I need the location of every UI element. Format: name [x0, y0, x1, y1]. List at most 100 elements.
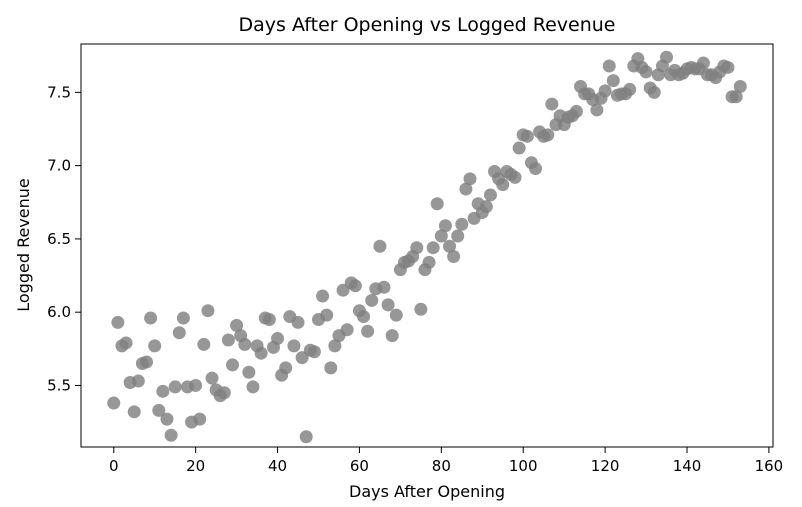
scatter-point [262, 313, 276, 327]
scatter-point [131, 374, 145, 388]
chart-title: Days After Opening vs Logged Revenue [238, 14, 615, 36]
scatter-point [443, 239, 457, 253]
scatter-point [696, 56, 710, 70]
scatter-point [238, 337, 252, 351]
scatter-point [623, 82, 637, 96]
scatter-point [172, 326, 186, 340]
scatter-point [545, 97, 559, 111]
scatter-point [156, 384, 170, 398]
scatter-point [201, 304, 215, 318]
y-axis-label: Logged Revenue [14, 178, 33, 312]
scatter-point [246, 380, 260, 394]
scatter-point [729, 90, 743, 104]
scatter-point [324, 361, 338, 375]
scatter-point [316, 289, 330, 303]
scatter-point [127, 405, 141, 419]
scatter-point [721, 60, 735, 74]
x-tick-label: 120 [591, 457, 620, 475]
scatter-point [541, 128, 555, 142]
scatter-point [455, 217, 469, 231]
scatter-point [144, 311, 158, 325]
scatter-point [197, 337, 211, 351]
scatter-point [254, 346, 268, 360]
scatter-point [348, 279, 362, 293]
scatter-point [733, 79, 747, 93]
x-tick-label: 40 [268, 457, 287, 475]
scatter-point [230, 318, 244, 332]
scatter-point [373, 239, 387, 253]
scatter-point [508, 170, 522, 184]
scatter-point [221, 333, 235, 347]
scatter-point [520, 129, 534, 143]
x-axis-label: Days After Opening [349, 482, 505, 501]
scatter-point [287, 339, 301, 353]
scatter-point [385, 329, 399, 343]
scatter-point [111, 315, 125, 329]
scatter-point [242, 365, 256, 379]
scatter-point [598, 84, 612, 98]
scatter-point [377, 280, 391, 294]
scatter-point [660, 50, 674, 64]
scatter-point [463, 172, 477, 186]
scatter-point [529, 162, 543, 176]
scatter-point [217, 386, 231, 400]
scatter-point [320, 308, 334, 322]
y-tick-label: 5.5 [47, 376, 71, 394]
scatter-point [357, 310, 371, 324]
scatter-point [422, 255, 436, 269]
scatter-point [483, 188, 497, 202]
scatter-point [299, 430, 313, 444]
scatter-point [193, 412, 207, 426]
scatter-point [140, 355, 154, 369]
x-tick-label: 80 [432, 457, 451, 475]
scatter-point [119, 336, 133, 350]
scatter-point [459, 182, 473, 196]
x-tick-label: 160 [755, 457, 784, 475]
scatter-point [590, 103, 604, 117]
x-tick-label: 100 [509, 457, 538, 475]
scatter-point [569, 104, 583, 118]
x-tick-label: 60 [350, 457, 369, 475]
x-tick-label: 140 [673, 457, 702, 475]
scatter-point [410, 241, 424, 255]
scatter-point [438, 219, 452, 233]
scatter-point [307, 345, 321, 359]
scatter-point [291, 315, 305, 329]
scatter-point [434, 229, 448, 243]
scatter-point [451, 229, 465, 243]
scatter-point [602, 59, 616, 73]
scatter-point [512, 141, 526, 155]
scatter-point [496, 178, 510, 192]
scatter-point [168, 380, 182, 394]
scatter-point [447, 249, 461, 263]
scatter-point [381, 298, 395, 312]
scatter-point [365, 293, 379, 307]
scatter-point [164, 428, 178, 442]
scatter-point [340, 323, 354, 337]
scatter-point [160, 412, 174, 426]
scatter-point [479, 200, 493, 214]
scatter-point [176, 311, 190, 325]
scatter-point [148, 339, 162, 353]
x-tick-label: 20 [186, 457, 205, 475]
scatter-points [107, 50, 747, 444]
scatter-point [107, 396, 121, 410]
scatter-point [426, 241, 440, 255]
scatter-point [639, 65, 653, 79]
scatter-point [361, 324, 375, 338]
x-axis: 0 20 40 60 80 100 120 140 160 [109, 447, 783, 475]
y-tick-label: 6.5 [47, 230, 71, 248]
scatter-point [152, 403, 166, 417]
scatter-point [189, 378, 203, 392]
x-tick-label: 0 [109, 457, 119, 475]
scatter-point [279, 361, 293, 375]
scatter-point [328, 339, 342, 353]
scatter-point [205, 371, 219, 385]
y-tick-label: 7.5 [47, 83, 71, 101]
scatter-point [606, 74, 620, 88]
scatter-point [271, 332, 285, 346]
scatter-point [430, 197, 444, 211]
scatter-point [389, 308, 403, 322]
y-tick-label: 7.0 [47, 157, 71, 175]
